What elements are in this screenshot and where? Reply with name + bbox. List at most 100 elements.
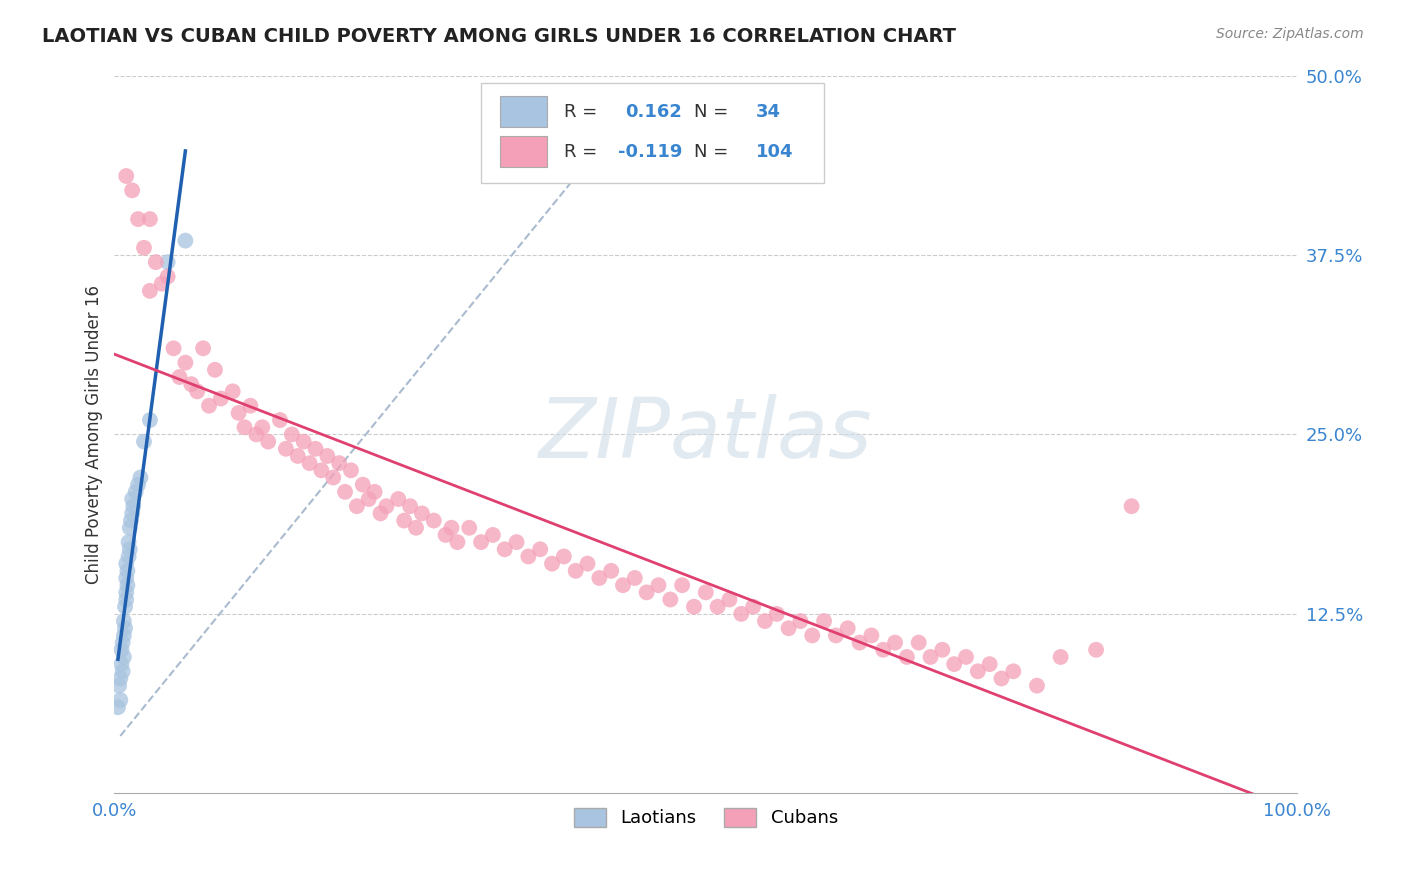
Point [647, 578, 669, 592]
Point [118, 521, 141, 535]
Text: 0.162: 0.162 [626, 103, 682, 121]
Text: -0.119: -0.119 [619, 144, 683, 161]
Point [837, 621, 859, 635]
Point [233, 420, 256, 434]
Point [186, 384, 208, 399]
Point [742, 599, 765, 614]
Point [765, 607, 787, 621]
Point [541, 557, 564, 571]
Point [252, 420, 274, 434]
Text: R =: R = [564, 103, 603, 121]
FancyBboxPatch shape [481, 83, 824, 183]
Point [813, 614, 835, 628]
Point [139, 284, 162, 298]
Point [789, 614, 811, 628]
Point [121, 183, 143, 197]
Point [118, 542, 141, 557]
Point [156, 269, 179, 284]
Point [107, 700, 129, 714]
Point [156, 255, 179, 269]
Point [112, 614, 135, 628]
Point [352, 477, 374, 491]
Point [588, 571, 610, 585]
Point [245, 427, 267, 442]
Point [111, 635, 134, 649]
Point [825, 628, 848, 642]
Point [884, 635, 907, 649]
Point [132, 241, 155, 255]
Point [125, 484, 148, 499]
Point [517, 549, 540, 564]
Point [624, 571, 647, 585]
Point [117, 535, 139, 549]
Point [966, 665, 988, 679]
Point [117, 549, 139, 564]
Point [458, 521, 481, 535]
Point [174, 234, 197, 248]
Point [274, 442, 297, 456]
Point [576, 557, 599, 571]
Point [174, 356, 197, 370]
Point [139, 212, 162, 227]
Point [636, 585, 658, 599]
Point [1026, 679, 1049, 693]
Point [180, 377, 202, 392]
Point [150, 277, 173, 291]
Point [162, 341, 184, 355]
Point [198, 399, 221, 413]
Point [505, 535, 527, 549]
Point [139, 413, 162, 427]
Point [399, 500, 422, 514]
Point [553, 549, 575, 564]
Point [943, 657, 966, 672]
Point [114, 599, 136, 614]
Point [600, 564, 623, 578]
Point [801, 628, 824, 642]
Point [322, 470, 344, 484]
Point [316, 449, 339, 463]
Point [257, 434, 280, 449]
Point [110, 693, 132, 707]
Text: 104: 104 [755, 144, 793, 161]
Point [370, 507, 392, 521]
Point [115, 169, 138, 183]
Point [204, 363, 226, 377]
Point [1121, 500, 1143, 514]
Point [209, 392, 232, 406]
Point [659, 592, 682, 607]
Point [357, 491, 380, 506]
Point [115, 571, 138, 585]
Point [730, 607, 752, 621]
Point [955, 650, 977, 665]
Point [564, 564, 586, 578]
Point [529, 542, 551, 557]
Point [612, 578, 634, 592]
Point [440, 521, 463, 535]
Point [392, 514, 415, 528]
Point [292, 434, 315, 449]
Point [1049, 650, 1071, 665]
Point [494, 542, 516, 557]
Point [121, 507, 143, 521]
Point [896, 650, 918, 665]
Point [423, 514, 446, 528]
Point [907, 635, 929, 649]
Point [191, 341, 214, 355]
Text: ZIPatlas: ZIPatlas [538, 394, 873, 475]
Point [346, 500, 368, 514]
Text: Source: ZipAtlas.com: Source: ZipAtlas.com [1216, 27, 1364, 41]
FancyBboxPatch shape [501, 95, 547, 128]
Point [239, 399, 262, 413]
Point [434, 528, 457, 542]
Point [848, 635, 870, 649]
Point [706, 599, 728, 614]
Point [169, 370, 191, 384]
FancyBboxPatch shape [501, 136, 547, 168]
Point [112, 628, 135, 642]
Point [446, 535, 468, 549]
Point [405, 521, 427, 535]
Text: N =: N = [695, 144, 734, 161]
Point [482, 528, 505, 542]
Point [470, 535, 492, 549]
Text: R =: R = [564, 144, 603, 161]
